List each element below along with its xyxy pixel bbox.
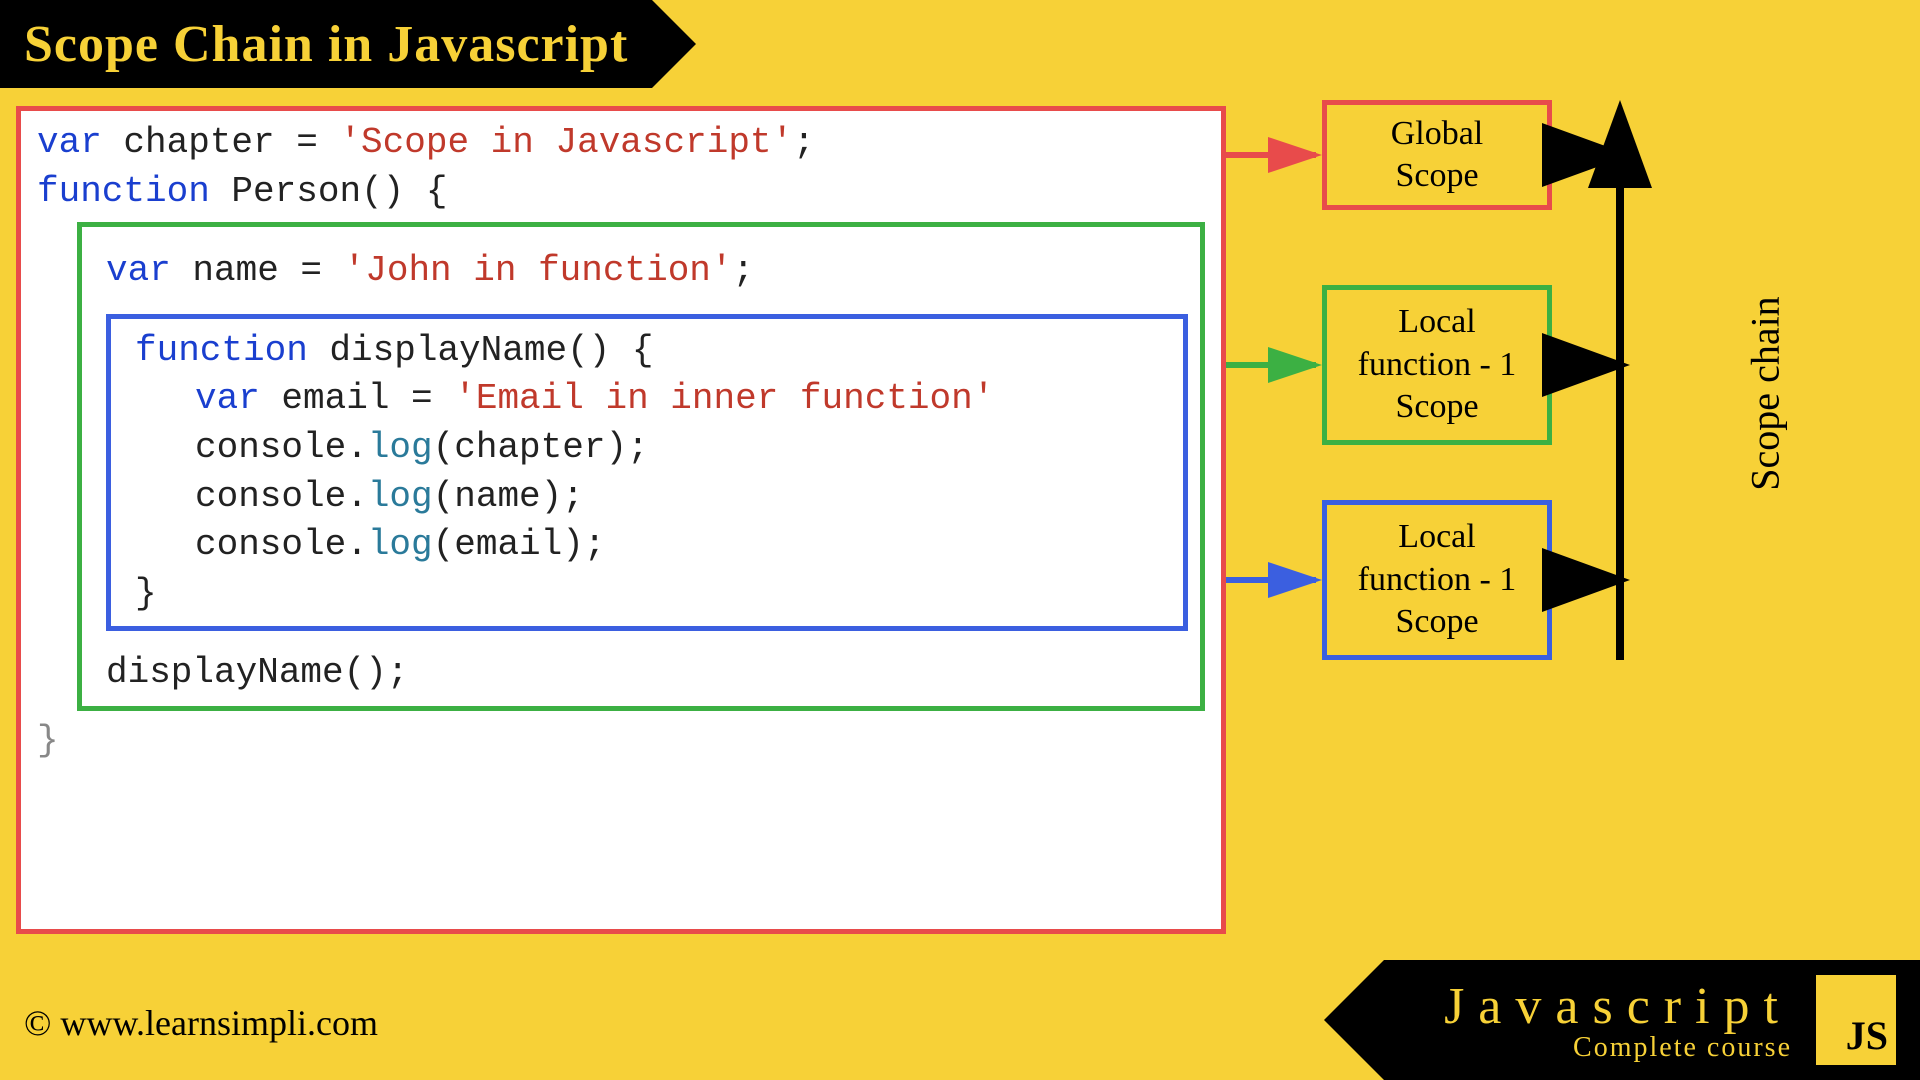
page-title: Scope Chain in Javascript [24, 15, 628, 74]
code-line-8: console.log(email); [135, 521, 1171, 570]
func-log: log [368, 524, 433, 565]
code-line-9: } [135, 570, 1171, 619]
code-line-4: function displayName() { [135, 327, 1171, 376]
scope-label: Local [1398, 301, 1475, 344]
code-block-global-scope: var chapter = 'Scope in Javascript'; fun… [16, 106, 1226, 934]
footer-subtitle: Complete course [1573, 1032, 1792, 1064]
scope-box-global: Global Scope [1322, 100, 1552, 210]
code-block-inner-function-scope: function displayName() { var email = 'Em… [106, 314, 1188, 632]
keyword-var: var [195, 378, 260, 419]
footer-banner: Javascript Complete course JS [1384, 960, 1920, 1080]
code-line-6: console.log(chapter); [135, 424, 1171, 473]
code-line-7: console.log(name); [135, 473, 1171, 522]
code-line-11: } [37, 717, 1205, 766]
code-line-2: function Person() { [37, 168, 1205, 217]
footer-copyright: © www.learnsimpli.com [24, 1002, 378, 1044]
title-banner: Scope Chain in Javascript [0, 0, 652, 88]
scope-label: function - 1 [1358, 559, 1517, 602]
code-line-10: displayName(); [106, 649, 1188, 698]
footer-text: Javascript Complete course [1444, 977, 1792, 1064]
keyword-var: var [106, 250, 171, 291]
js-badge-icon: JS [1816, 975, 1896, 1065]
scope-label: Local [1398, 516, 1475, 559]
keyword-function: function [135, 330, 308, 371]
string-literal: 'Email in inner function' [454, 378, 994, 419]
scope-chain-label: Scope chain [1742, 296, 1789, 490]
scope-label: Scope [1395, 386, 1478, 429]
code-block-function-scope: var name = 'John in function'; function … [77, 222, 1205, 711]
scope-label: Global [1391, 113, 1484, 156]
keyword-function: function [37, 171, 210, 212]
code-line-3: var name = 'John in function'; [106, 247, 1188, 296]
string-literal: 'John in function' [344, 250, 733, 291]
code-line-1: var chapter = 'Scope in Javascript'; [37, 119, 1205, 168]
scope-box-local-2: Local function - 1 Scope [1322, 500, 1552, 660]
code-line-5: var email = 'Email in inner function' [135, 375, 1171, 424]
scope-label: Scope [1395, 155, 1478, 198]
string-literal: 'Scope in Javascript' [339, 122, 793, 163]
scope-label: Scope [1395, 601, 1478, 644]
func-log: log [368, 476, 433, 517]
keyword-var: var [37, 122, 102, 163]
scope-label: function - 1 [1358, 344, 1517, 387]
scope-box-local-1: Local function - 1 Scope [1322, 285, 1552, 445]
func-log: log [368, 427, 433, 468]
footer-title: Javascript [1444, 977, 1792, 1036]
